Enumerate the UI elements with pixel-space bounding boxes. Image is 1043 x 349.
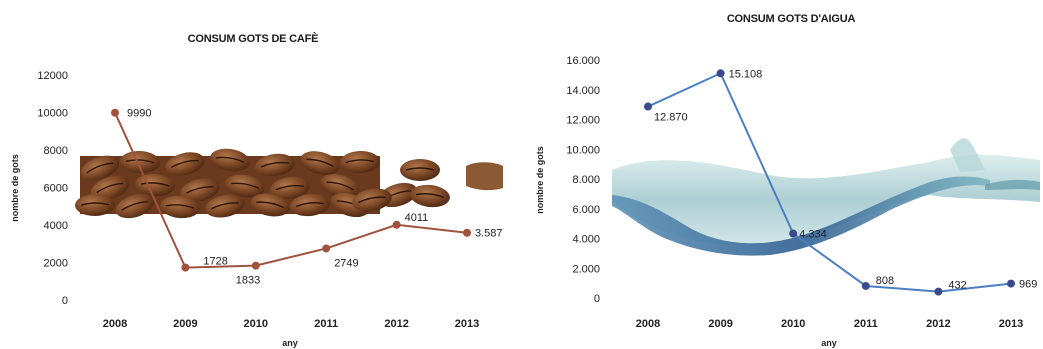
data-label: 2749 [334, 257, 358, 269]
water-chart: CONSUM GOTS D'AIGUA 0 2.000 4.000 6.000 8.000… [535, 13, 1037, 348]
data-point [251, 261, 260, 270]
x-tick-label: 2009 [173, 318, 197, 330]
data-point [716, 69, 725, 78]
x-tick-label: 2012 [384, 318, 408, 330]
x-tick-label: 2013 [999, 318, 1023, 330]
x-tick-label: 2009 [708, 318, 732, 330]
y-tick-label: 4.000 [572, 234, 600, 246]
data-point [644, 102, 652, 111]
data-label: 969 [1019, 279, 1037, 291]
y-tick-label: 12000 [37, 70, 68, 82]
y-tick-label: 0 [594, 293, 600, 305]
data-point [111, 108, 119, 117]
data-label: 3.587 [475, 228, 503, 240]
y-axis-label: nombre de gots [535, 146, 545, 214]
x-tick-label: 2011 [854, 318, 878, 330]
data-point [322, 244, 331, 253]
x-axis-label: any [282, 338, 298, 348]
y-axis-label: nombre de gots [10, 154, 20, 222]
data-point [934, 287, 943, 296]
water-splash-image [612, 138, 1040, 256]
data-label: 12.870 [654, 112, 688, 124]
data-label: 9990 [127, 108, 151, 120]
y-tick-label: 8000 [44, 145, 68, 157]
data-label: 1833 [236, 275, 260, 287]
chart-title: CONSUM GOTS DE CAFÈ [188, 32, 319, 45]
y-tick-label: 8.000 [572, 174, 600, 186]
x-tick-label: 2012 [926, 318, 950, 330]
data-point [392, 220, 401, 229]
y-tick-label: 6000 [44, 183, 68, 195]
y-tick-label: 12.000 [566, 115, 600, 127]
data-point [463, 228, 471, 237]
y-tick-label: 14.000 [566, 85, 600, 97]
data-point [1007, 279, 1015, 288]
coffee-beans-image [75, 148, 503, 219]
y-tick-label: 10000 [37, 108, 68, 120]
data-label: 4011 [405, 212, 429, 224]
x-tick-label: 2010 [781, 318, 805, 330]
y-tick-label: 16.000 [566, 55, 600, 67]
y-tick-label: 2000 [44, 258, 68, 270]
x-axis-label: any [821, 338, 837, 348]
data-label: 808 [876, 275, 894, 287]
series-line [114, 112, 468, 269]
data-point [789, 229, 798, 238]
coffee-chart: CONSUM GOTS DE CAFÈ 0 2000 4000 6000 8000 1000… [10, 32, 503, 348]
chart-title: CONSUM GOTS D'AIGUA [727, 13, 856, 25]
x-tick-label: 2010 [244, 318, 268, 330]
y-tick-label: 6.000 [572, 204, 600, 216]
data-label: 15.108 [729, 68, 763, 80]
x-tick-label: 2008 [636, 318, 660, 330]
data-point [181, 263, 190, 272]
x-tick-label: 2011 [314, 318, 338, 330]
y-tick-label: 10.000 [566, 144, 600, 156]
y-tick-label: 4000 [44, 220, 68, 232]
x-tick-label: 2013 [455, 318, 479, 330]
y-tick-label: 2.000 [572, 263, 600, 275]
x-tick-label: 2008 [103, 318, 127, 330]
y-tick-label: 0 [62, 295, 68, 307]
data-point [861, 281, 870, 290]
data-label: 432 [948, 280, 966, 292]
data-label: 1728 [203, 256, 227, 268]
series-line [647, 71, 1012, 293]
data-label: 4.334 [799, 229, 827, 241]
